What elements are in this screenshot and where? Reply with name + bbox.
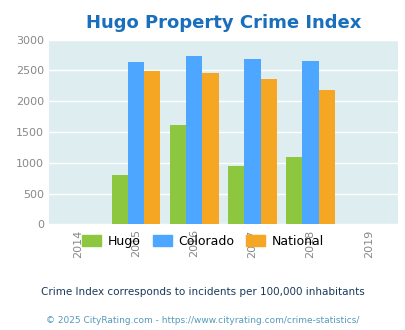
Title: Hugo Property Crime Index: Hugo Property Crime Index (85, 15, 360, 32)
Bar (111, 175, 128, 224)
Bar (244, 59, 260, 224)
Text: Crime Index corresponds to incidents per 100,000 inhabitants: Crime Index corresponds to incidents per… (41, 287, 364, 297)
Bar (260, 79, 276, 224)
Bar (169, 125, 185, 224)
Bar (185, 56, 202, 224)
Bar (286, 157, 302, 224)
Bar (202, 73, 218, 224)
Bar (318, 90, 334, 224)
Bar (227, 166, 244, 224)
Bar (128, 62, 144, 224)
Bar (144, 71, 160, 224)
Bar (302, 61, 318, 224)
Text: © 2025 CityRating.com - https://www.cityrating.com/crime-statistics/: © 2025 CityRating.com - https://www.city… (46, 315, 359, 325)
Legend: Hugo, Colorado, National: Hugo, Colorado, National (77, 230, 328, 253)
